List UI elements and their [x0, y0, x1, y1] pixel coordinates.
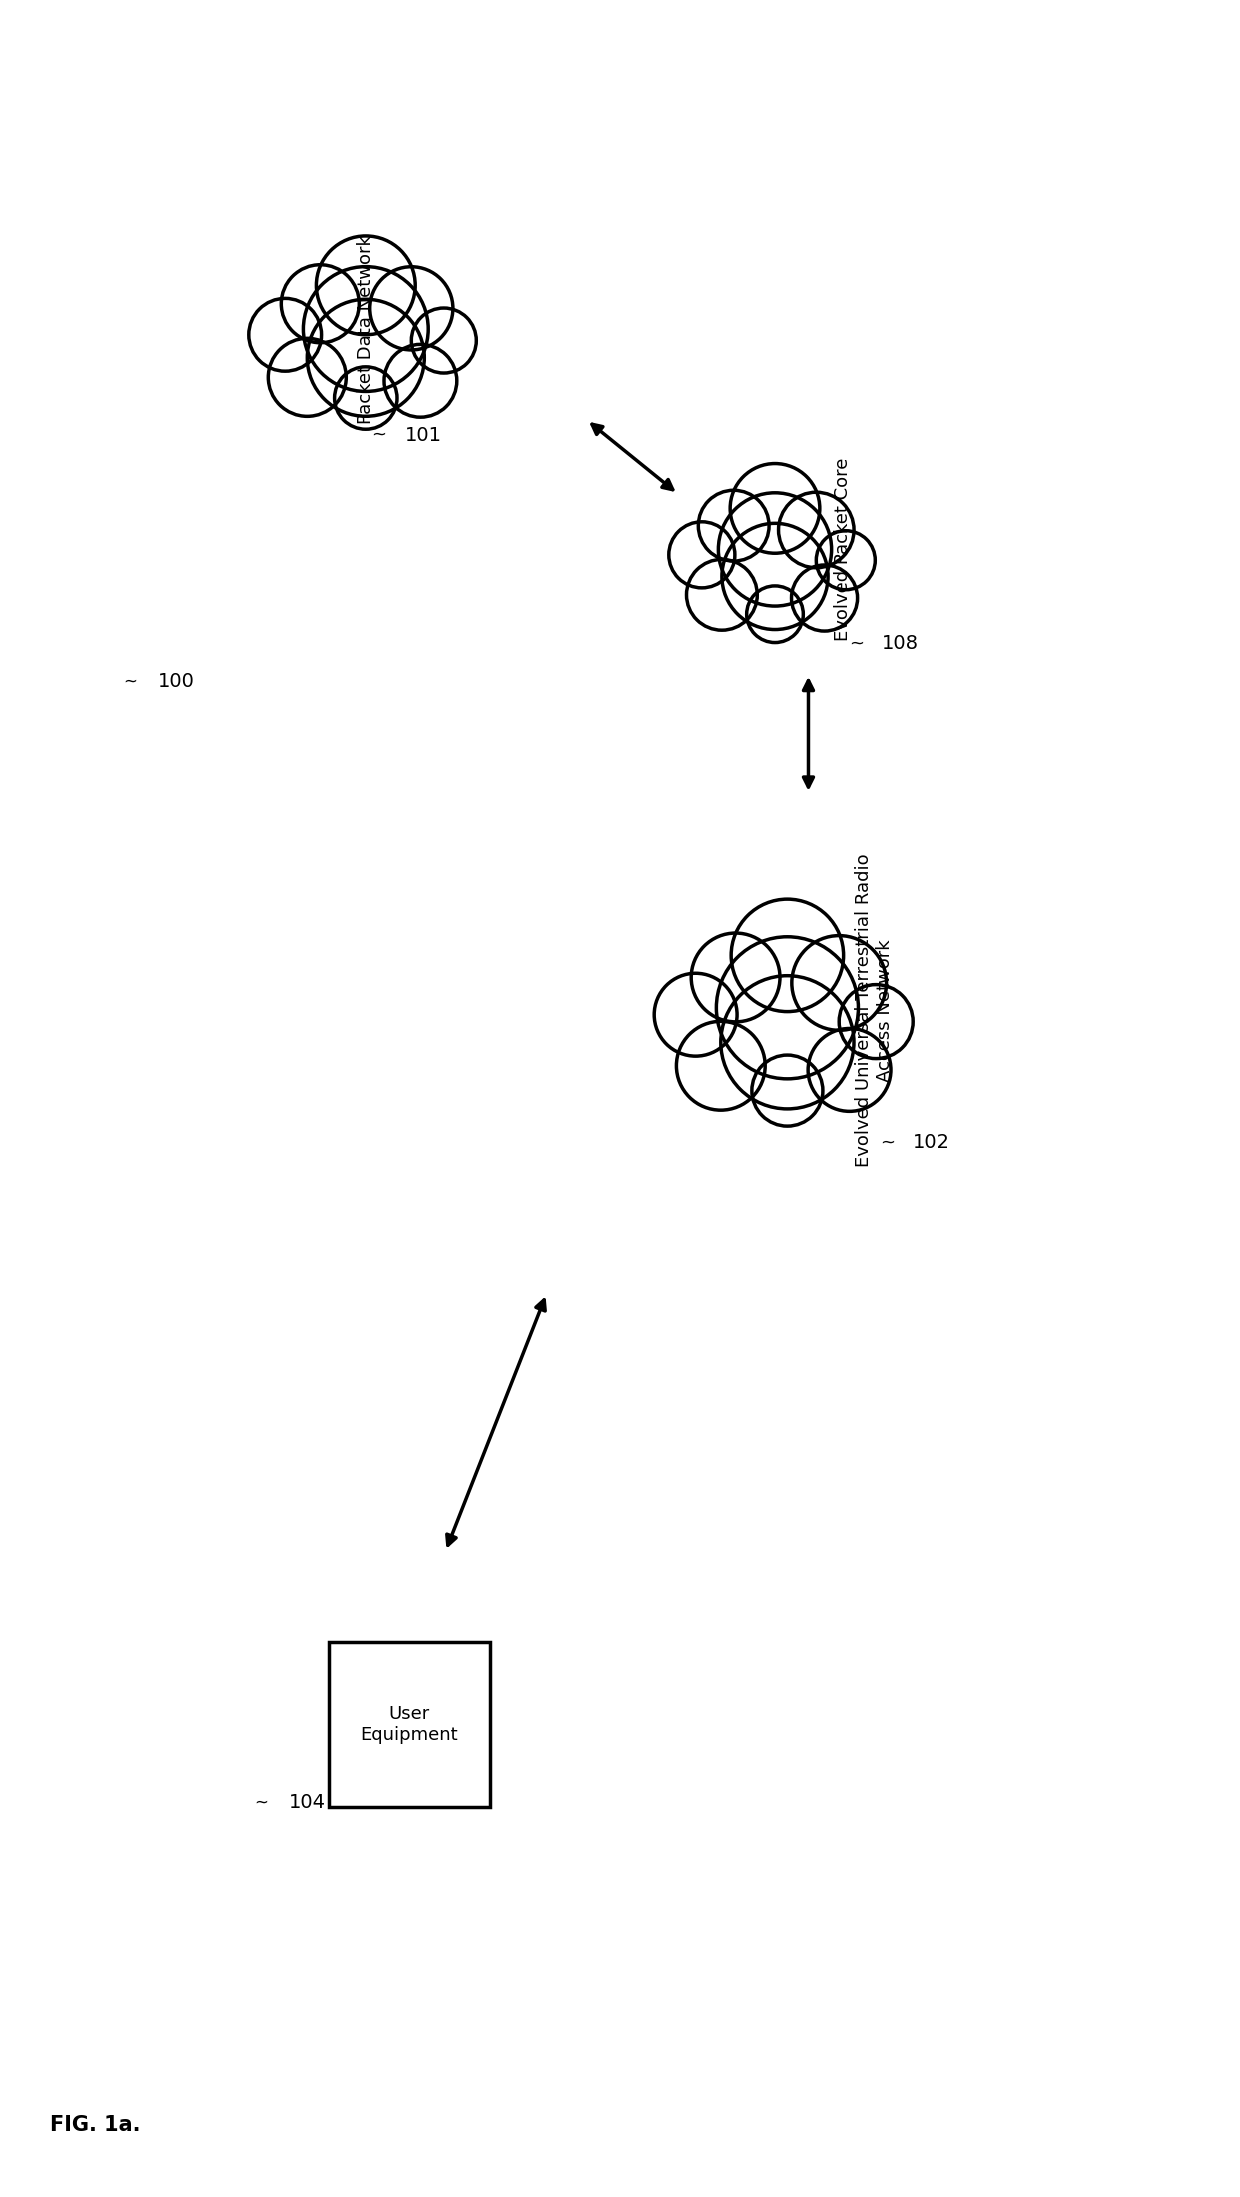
Circle shape [746, 587, 804, 642]
Text: Evolved Packet Core: Evolved Packet Core [835, 457, 852, 642]
Text: ~: ~ [848, 635, 864, 653]
Circle shape [249, 299, 321, 371]
Circle shape [720, 975, 854, 1109]
Circle shape [732, 899, 843, 1011]
Circle shape [730, 464, 820, 554]
Text: ~: ~ [124, 672, 138, 690]
Circle shape [316, 235, 415, 334]
Circle shape [698, 490, 769, 560]
FancyBboxPatch shape [329, 1643, 490, 1806]
Circle shape [808, 1028, 892, 1112]
Text: Packet Data Network: Packet Data Network [357, 235, 374, 424]
Text: User
Equipment: User Equipment [361, 1705, 458, 1744]
Text: 101: 101 [404, 426, 441, 444]
Text: FIG. 1a.: FIG. 1a. [50, 2116, 140, 2135]
Circle shape [751, 1055, 823, 1127]
Circle shape [412, 308, 476, 373]
Circle shape [816, 532, 875, 589]
Text: ~: ~ [371, 426, 387, 444]
Circle shape [335, 367, 397, 428]
Circle shape [268, 338, 346, 417]
Circle shape [718, 492, 832, 606]
Text: 108: 108 [882, 635, 919, 653]
Circle shape [668, 523, 735, 589]
Circle shape [687, 560, 758, 631]
Circle shape [839, 984, 913, 1059]
Text: ~: ~ [879, 1134, 895, 1151]
Circle shape [308, 299, 424, 415]
Text: 104: 104 [289, 1793, 326, 1813]
Circle shape [791, 565, 858, 631]
Circle shape [655, 973, 737, 1057]
Text: 102: 102 [913, 1134, 950, 1151]
Circle shape [304, 266, 428, 391]
Text: ~: ~ [254, 1793, 269, 1810]
Circle shape [779, 492, 854, 567]
Circle shape [722, 523, 828, 631]
Circle shape [792, 936, 887, 1030]
Circle shape [384, 345, 456, 417]
Text: 100: 100 [157, 672, 195, 690]
Circle shape [676, 1022, 765, 1109]
Circle shape [281, 264, 360, 343]
Circle shape [691, 934, 780, 1022]
Circle shape [717, 936, 858, 1079]
Text: Evolved Universal Terrestrial Radio
Access Network: Evolved Universal Terrestrial Radio Acce… [854, 855, 894, 1167]
Circle shape [370, 266, 453, 349]
